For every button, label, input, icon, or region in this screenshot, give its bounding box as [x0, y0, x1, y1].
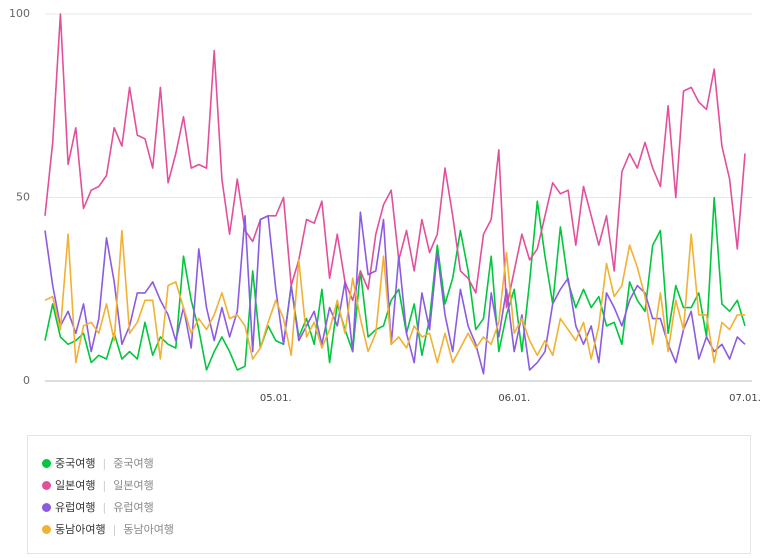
legend-label: 유럽여행 — [55, 501, 96, 514]
legend-keywords: 중국여행 — [113, 457, 154, 470]
separator: | — [102, 500, 107, 514]
line — [44, 229, 745, 364]
y-tick-label: 50 — [16, 191, 30, 204]
x-tick-label: 07.01. — [729, 393, 761, 404]
line — [44, 211, 746, 375]
legend-dot — [42, 502, 51, 512]
legend-keywords: 동남아여행 — [123, 523, 174, 536]
y-tick-label: 100 — [9, 7, 30, 20]
legend-label: 동남아여행 — [55, 523, 106, 536]
legend-keywords: 일본여행 — [113, 479, 154, 492]
y-tick-label: 0 — [23, 374, 30, 387]
legend-dot — [42, 524, 51, 534]
legend-item[interactable]: 일본여행 | 일본여행 — [42, 474, 750, 496]
legend-item[interactable]: 중국여행 | 중국여행 — [42, 452, 750, 474]
legend-item[interactable]: 유럽여행 | 유럽여행 — [42, 496, 750, 518]
legend-dot — [42, 480, 51, 490]
line — [44, 13, 746, 309]
legend-keywords: 유럽여행 — [113, 501, 154, 514]
legend-item[interactable]: 동남아여행 | 동남아여행 — [42, 518, 750, 540]
separator: | — [112, 522, 117, 536]
separator: | — [102, 456, 107, 470]
legend-label: 일본여행 — [55, 479, 96, 492]
x-tick-label: 06.01. — [498, 393, 530, 404]
legend-label: 중국여행 — [55, 457, 96, 470]
x-tick-label: 05.01. — [260, 393, 292, 404]
separator: | — [102, 478, 107, 492]
legend-dot — [42, 458, 51, 468]
chart: 0 50 100 05.01. 06.01. 07.01. — [9, 7, 761, 404]
